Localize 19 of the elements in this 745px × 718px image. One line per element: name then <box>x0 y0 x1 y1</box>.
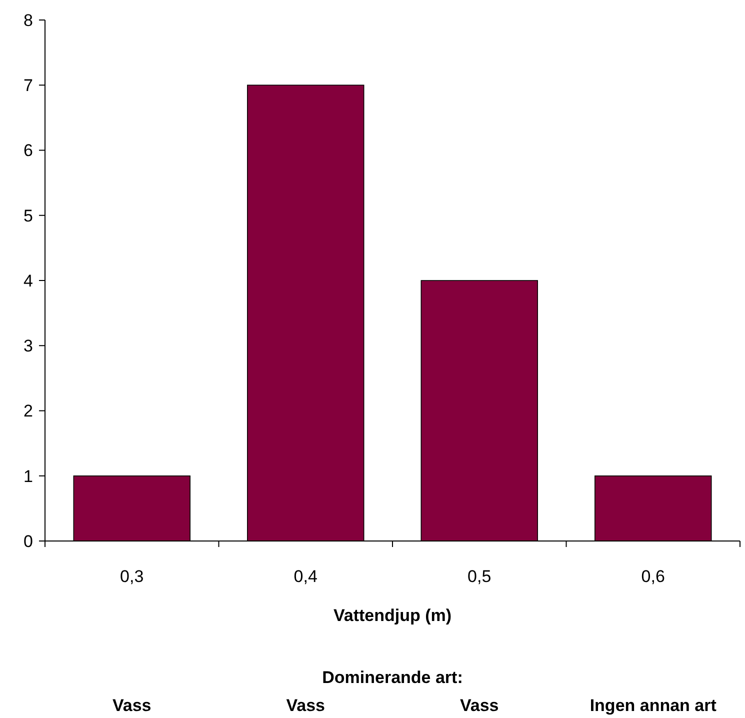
y-tick-label: 6 <box>24 141 33 160</box>
y-tick-label: 5 <box>24 206 33 226</box>
x-tick-label: 0,3 <box>120 567 144 586</box>
y-tick-label: 1 <box>24 466 33 486</box>
y-tick-label: 8 <box>24 10 33 30</box>
y-tick-label: 3 <box>24 336 33 356</box>
text: Vass <box>286 696 326 715</box>
text: Vass <box>112 696 152 715</box>
text: Vass <box>460 696 499 715</box>
x-tick-label: 0,6 <box>641 567 665 586</box>
text: Dominerande art: <box>322 668 463 687</box>
y-tick-label: 4 <box>24 271 33 290</box>
x-tick-label: 0,5 <box>468 567 492 586</box>
x-tick-label: 0,4 <box>294 567 318 586</box>
y-tick-label: 2 <box>24 402 33 421</box>
text: Ingen annan art <box>590 696 717 715</box>
x-axis-title: Vattendjup (m) <box>333 606 452 625</box>
y-tick-label: 0 <box>24 532 33 551</box>
y-tick-label: 7 <box>24 76 33 96</box>
